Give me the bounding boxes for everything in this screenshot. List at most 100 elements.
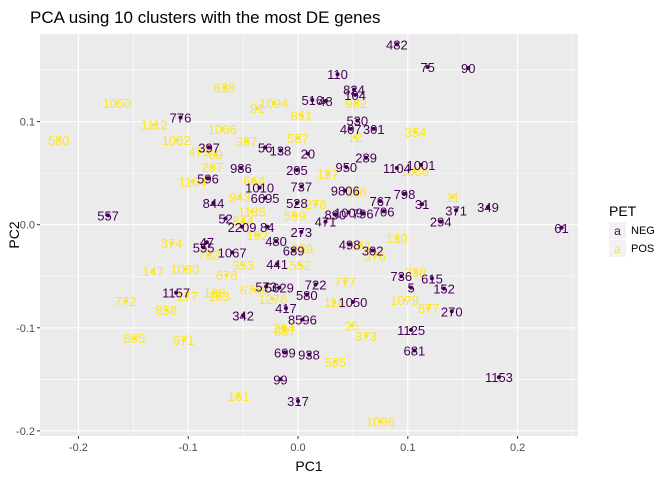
data-label: 596	[197, 171, 219, 186]
legend-label: POS	[631, 243, 654, 255]
data-point	[305, 151, 310, 156]
data-point	[255, 106, 260, 111]
data-point	[178, 115, 183, 120]
data-point	[56, 138, 61, 143]
data-label: 289	[355, 151, 377, 166]
data-label: 152	[433, 282, 455, 297]
data-label: 75	[420, 60, 434, 75]
data-point	[333, 212, 338, 217]
data-point	[413, 270, 418, 275]
data-point	[281, 325, 286, 330]
data-point	[282, 350, 287, 355]
data-point	[292, 213, 297, 218]
data-point	[349, 323, 354, 328]
data-label: 1062	[162, 133, 191, 148]
data-point	[313, 202, 318, 207]
data-point	[346, 210, 351, 215]
data-point	[402, 191, 407, 196]
data-point	[263, 195, 268, 200]
data-point	[238, 166, 243, 170]
data-point	[222, 85, 227, 90]
data-label: 102	[247, 228, 269, 243]
data-label: 573	[255, 280, 277, 295]
data-label: 417	[275, 301, 297, 316]
chart-title: PCA using 10 clusters with the most DE g…	[30, 8, 381, 27]
data-point	[333, 359, 338, 364]
data-label: 1112	[141, 118, 168, 133]
data-label: 664	[243, 173, 265, 188]
data-label: 6748	[240, 283, 269, 298]
data-label: 207	[202, 160, 224, 175]
data-label: 183	[208, 289, 230, 304]
x-tick-label: -0.2	[69, 442, 88, 454]
data-point	[265, 224, 270, 229]
data-point	[381, 209, 386, 214]
data-point	[418, 162, 423, 167]
data-point	[372, 253, 377, 258]
data-point	[244, 139, 249, 144]
data-label: 301	[363, 122, 385, 137]
data-point	[299, 184, 304, 189]
data-label: 137	[317, 167, 339, 182]
data-point	[323, 99, 328, 103]
data-point	[169, 241, 174, 246]
data-point	[207, 252, 212, 257]
data-label: 302	[362, 243, 384, 258]
data-label: 838	[214, 81, 236, 96]
data-label: 938	[298, 348, 320, 363]
data-label: 678	[216, 268, 238, 283]
data-label: 1135	[238, 204, 266, 219]
data-label: 796	[352, 206, 374, 221]
data-label: 371	[445, 203, 467, 218]
y-tick-label: -0.1	[16, 323, 35, 335]
data-point	[378, 419, 383, 424]
data-point	[294, 168, 299, 173]
data-label: 722	[305, 277, 327, 292]
data-point	[364, 155, 369, 160]
data-label: 373	[355, 329, 377, 344]
data-point	[360, 211, 365, 216]
data-point	[237, 194, 242, 199]
data-label: 407	[340, 122, 362, 137]
data-point	[283, 306, 288, 311]
data-point	[343, 279, 348, 284]
data-point	[355, 118, 360, 123]
data-label: 278	[305, 197, 327, 212]
data-point	[412, 348, 417, 353]
data-label: 777	[334, 274, 356, 289]
data-label: 887	[274, 324, 296, 339]
data-point	[325, 172, 330, 177]
data-point	[271, 101, 276, 106]
data-point	[394, 166, 399, 170]
data-point	[190, 179, 195, 184]
data-point	[353, 92, 358, 97]
data-label: 681	[404, 343, 426, 358]
data-point	[313, 282, 318, 287]
data-point	[204, 240, 209, 245]
y-tick-label: -0.2	[16, 426, 35, 438]
x-tick-label: 0.0	[290, 442, 305, 454]
data-label: 1079	[390, 293, 419, 308]
data-point	[449, 309, 454, 314]
data-label: 482	[386, 37, 408, 52]
data-label: 552	[289, 258, 311, 273]
data-label: 1276	[258, 292, 287, 307]
data-label: 9806	[331, 184, 360, 199]
data-label: 767	[370, 194, 392, 209]
data-label: 986	[230, 161, 252, 176]
data-point	[420, 202, 425, 207]
data-point	[106, 213, 111, 218]
data-label: 56	[258, 140, 272, 155]
data-point	[132, 336, 137, 341]
legend-label: NEG	[631, 225, 655, 237]
legend: PET a NEG a POS	[609, 203, 655, 257]
data-point	[207, 145, 212, 150]
data-point	[240, 224, 245, 229]
data-label: 471	[315, 215, 337, 230]
data-point	[220, 126, 225, 131]
data-point	[413, 129, 418, 134]
data-label: 776	[170, 110, 192, 125]
data-label: 48	[318, 94, 332, 109]
grid-lines	[40, 34, 578, 436]
